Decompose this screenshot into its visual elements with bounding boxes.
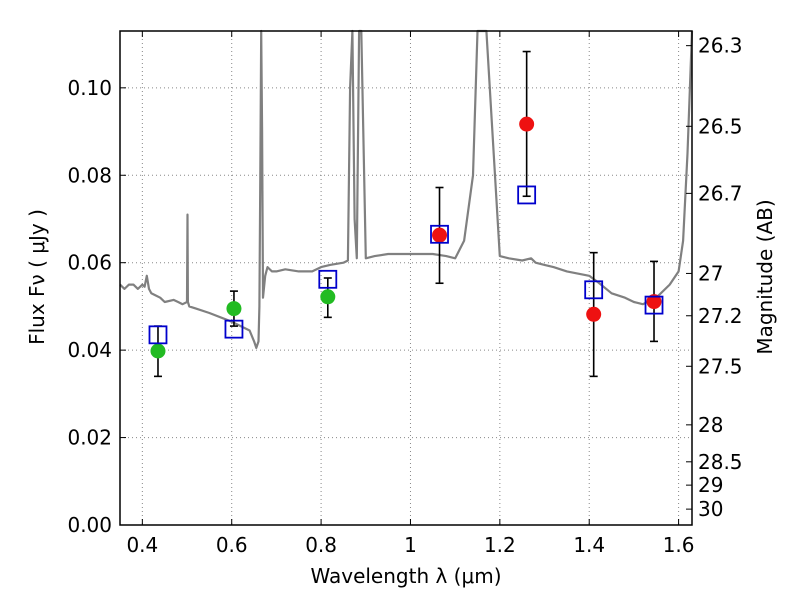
red-data-point [646,294,662,310]
magnitude-tick-label: 27.5 [698,354,743,378]
x-tick-label: 0.6 [216,533,248,557]
magnitude-tick-label: 28.5 [698,450,743,474]
magnitude-tick-label: 26.3 [698,34,743,58]
magnitude-tick-label: 26.7 [698,181,743,205]
green-data-point [320,289,336,305]
tick-labels: 0.4 0.6 0.8 1 1.2 1.4 1.6 0.00 0.02 0.04 0.06 0.08 0… [67,34,742,557]
y-tick-label: 0.08 [67,163,112,187]
x-tick-label: 1.6 [663,533,695,557]
red-data-point [586,306,602,322]
magnitude-tick-label: 27.2 [698,304,743,328]
magnitude-axis-label: Magnitude (AB) [753,199,777,354]
magnitude-tick-label: 26.5 [698,114,743,138]
x-tick-label: 0.8 [305,533,337,557]
model-squares-layer [148,185,664,345]
model-square-point [318,269,338,289]
sed-model-layer [119,29,694,349]
y-tick-label: 0.02 [67,426,112,450]
x-tick-label: 0.4 [126,533,158,557]
plot-frame [119,30,693,526]
y-tick-label: 0.10 [67,76,112,100]
model-square-point [584,280,604,300]
grid-lines [120,31,692,526]
magnitude-tick-label: 29 [698,473,723,497]
green-data-point [150,343,166,359]
axis-ticks [120,31,692,526]
sed-model-line [119,29,694,349]
red-data-point [432,227,448,243]
y-tick-label: 0.00 [67,513,112,537]
model-square-point [224,319,244,339]
magnitude-tick-label: 27 [698,261,723,285]
model-square-point [430,224,449,244]
magnitude-tick-label: 28 [698,413,723,437]
y-tick-label: 0.04 [67,338,112,362]
model-square-point [148,325,168,345]
x-axis-label: Wavelength λ (μm) [310,564,501,588]
red-data-point [519,116,535,132]
x-tick-label: 1 [404,533,417,557]
data-points-layer [150,116,662,359]
x-tick-label: 1.2 [484,533,516,557]
magnitude-tick-label: 30 [698,497,723,521]
model-square-point [517,185,537,205]
green-data-point [226,301,242,317]
y-tick-label: 0.06 [67,251,112,275]
error-bars-layer [153,50,659,378]
model-square-point [644,295,664,315]
x-tick-label: 1.4 [573,533,605,557]
y-axis-label: Flux Fν ( μJy ) [25,209,49,345]
